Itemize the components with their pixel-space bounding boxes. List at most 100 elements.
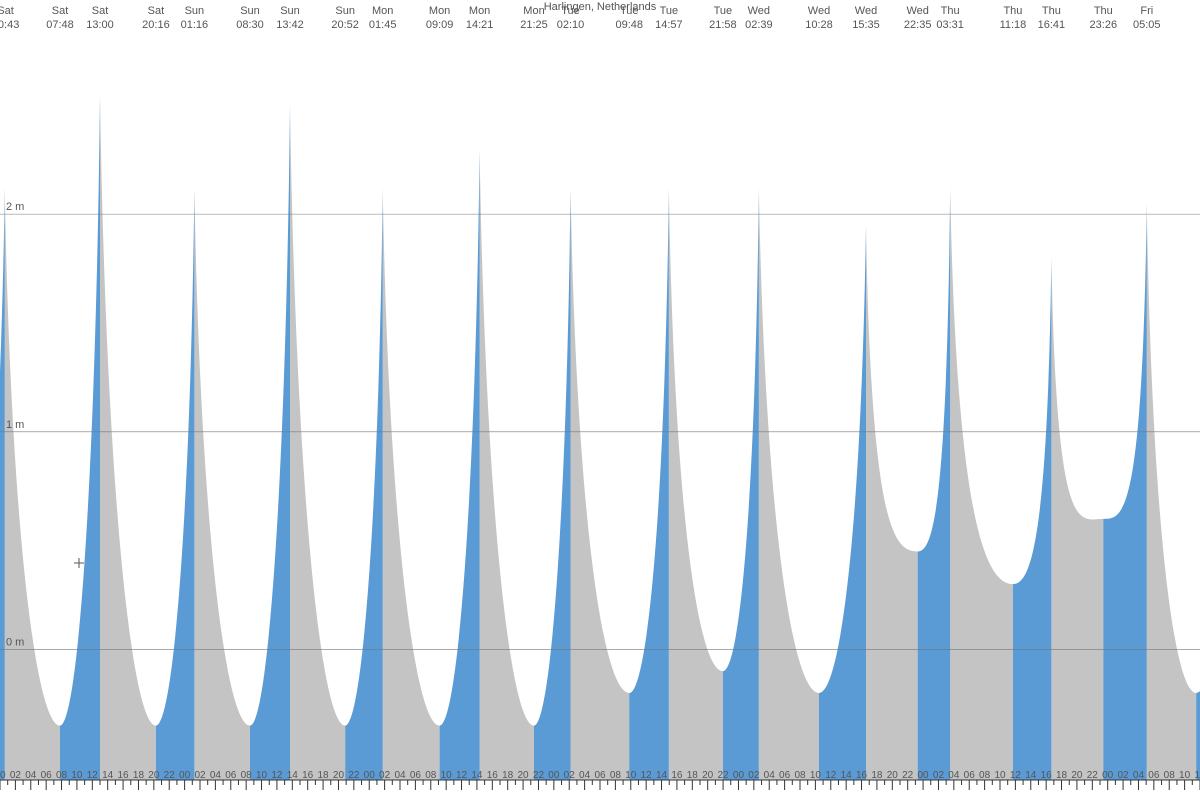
extreme-label-day: Thu: [1094, 5, 1113, 17]
x-tick-label: 20: [518, 770, 530, 781]
x-tick-label: 06: [41, 770, 53, 781]
x-tick-label: 22: [164, 770, 176, 781]
extreme-label-day: Wed: [906, 5, 928, 17]
x-tick-label: 08: [56, 770, 68, 781]
x-tick-label: 10: [256, 770, 268, 781]
extreme-label-day: Sun: [335, 5, 355, 17]
extreme-label-time: 23:26: [1090, 19, 1118, 31]
extreme-label-time: 20:16: [142, 19, 170, 31]
x-tick-label: 18: [133, 770, 145, 781]
x-tick-label: 06: [1148, 770, 1160, 781]
x-tick-label: 02: [748, 770, 760, 781]
x-tick-label: 02: [1118, 770, 1130, 781]
extreme-label-time: 22:35: [904, 19, 932, 31]
x-tick-label: 06: [779, 770, 791, 781]
x-tick-label: 04: [764, 770, 776, 781]
extreme-label-day: Sat: [52, 5, 69, 17]
x-tick-label: 18: [871, 770, 883, 781]
x-tick-label: 16: [1041, 770, 1053, 781]
x-tick-label: 12: [1010, 770, 1022, 781]
x-tick-label: 22: [902, 770, 914, 781]
x-tick-label: 10: [441, 770, 453, 781]
x-tick-label: 06: [225, 770, 237, 781]
tide-chart: 0 m1 m2 m2200020406081012141618202200020…: [0, 0, 1200, 800]
x-tick-label: 18: [502, 770, 514, 781]
x-tick-label: 06: [594, 770, 606, 781]
extreme-label-day: Sat: [92, 5, 109, 17]
extreme-label-day: Mon: [429, 5, 450, 17]
extreme-label-time: 14:57: [655, 19, 683, 31]
extreme-label-day: Tue: [714, 5, 733, 17]
x-tick-label: 22: [718, 770, 730, 781]
x-tick-label: 16: [856, 770, 868, 781]
x-tick-label: 06: [410, 770, 422, 781]
extreme-label-time: 20:52: [331, 19, 359, 31]
extreme-label-time: 13:42: [276, 19, 304, 31]
x-tick-label: 18: [687, 770, 699, 781]
x-tick-label: 16: [487, 770, 499, 781]
extreme-label-day: Sun: [280, 5, 300, 17]
x-tick-label: 16: [671, 770, 683, 781]
extreme-label-day: Wed: [808, 5, 830, 17]
x-tick-label: 22: [1087, 770, 1099, 781]
x-tick-label: 00: [364, 770, 376, 781]
extreme-label-time: 00:43: [0, 19, 19, 31]
x-tick-label: 02: [564, 770, 576, 781]
x-tick-label: 16: [302, 770, 314, 781]
x-tick-label: 12: [87, 770, 99, 781]
x-tick-label: 08: [425, 770, 437, 781]
x-tick-label: 04: [25, 770, 37, 781]
x-tick-label: 00: [548, 770, 560, 781]
x-tick-label: 02: [10, 770, 22, 781]
extreme-label-time: 15:35: [852, 19, 880, 31]
x-tick-label: 12: [1194, 770, 1200, 781]
x-tick-label: 04: [948, 770, 960, 781]
x-tick-label: 16: [118, 770, 130, 781]
x-tick-label: 12: [271, 770, 283, 781]
extreme-label-day: Sat: [148, 5, 165, 17]
x-tick-label: 00: [733, 770, 745, 781]
extreme-label-day: Thu: [1042, 5, 1061, 17]
x-tick-label: 08: [979, 770, 991, 781]
extreme-label-day: Sun: [185, 5, 205, 17]
x-tick-label: 14: [656, 770, 668, 781]
x-tick-label: 08: [794, 770, 806, 781]
x-tick-label: 04: [394, 770, 406, 781]
x-tick-label: 20: [1071, 770, 1083, 781]
x-tick-label: 14: [287, 770, 299, 781]
x-tick-label: 02: [194, 770, 206, 781]
extreme-label-day: Tue: [660, 5, 679, 17]
x-tick-label: 10: [994, 770, 1006, 781]
extreme-label-time: 03:31: [936, 19, 964, 31]
extreme-label-time: 14:21: [466, 19, 494, 31]
extreme-label-day: Wed: [855, 5, 877, 17]
x-tick-label: 20: [702, 770, 714, 781]
x-tick-label: 06: [964, 770, 976, 781]
x-tick-label: 10: [810, 770, 822, 781]
x-tick-label: 22: [348, 770, 360, 781]
x-tick-label: 00: [1102, 770, 1114, 781]
extreme-label-time: 21:58: [709, 19, 737, 31]
extreme-label-time: 05:05: [1133, 19, 1161, 31]
x-tick-label: 14: [102, 770, 114, 781]
x-tick-label: 08: [241, 770, 253, 781]
x-tick-label: 10: [1179, 770, 1191, 781]
x-tick-label: 10: [71, 770, 83, 781]
x-tick-label: 08: [1164, 770, 1176, 781]
x-tick-label: 14: [841, 770, 853, 781]
extreme-label-day: Fri: [1140, 5, 1153, 17]
y-tick-label: 1 m: [6, 419, 24, 431]
x-tick-label: 08: [610, 770, 622, 781]
x-tick-label: 00: [918, 770, 930, 781]
extreme-label-time: 09:48: [615, 19, 643, 31]
tide-chart-svg: 0 m1 m2 m2200020406081012141618202200020…: [0, 0, 1200, 800]
extreme-label-day: Sat: [0, 5, 14, 17]
extreme-label-time: 13:00: [86, 19, 114, 31]
y-tick-label: 2 m: [6, 201, 24, 213]
x-tick-label: 20: [333, 770, 345, 781]
x-tick-label: 18: [318, 770, 330, 781]
x-tick-label: 20: [148, 770, 160, 781]
x-tick-label: 18: [1056, 770, 1068, 781]
x-tick-label: 00: [179, 770, 191, 781]
x-tick-label: 04: [579, 770, 591, 781]
